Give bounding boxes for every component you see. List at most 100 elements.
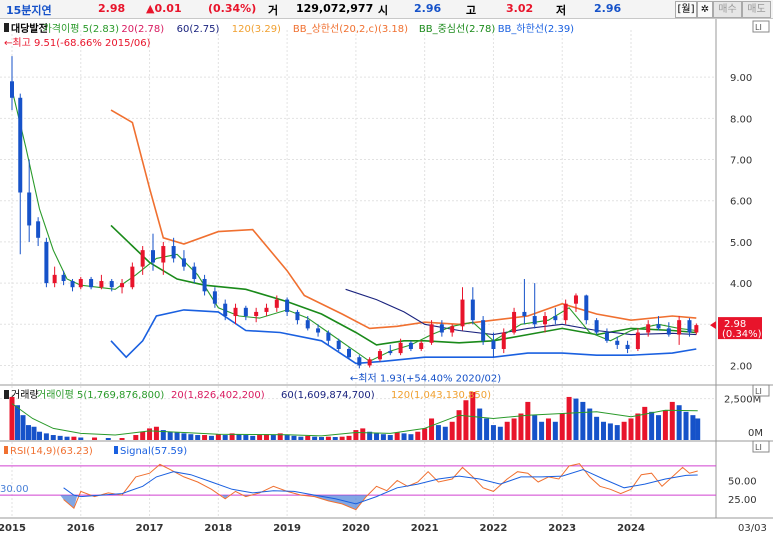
price-legend-item: 대당발전	[11, 22, 48, 35]
price-axis-label: 2.00	[730, 361, 752, 372]
volume-bar	[594, 416, 600, 440]
volume-bar	[367, 431, 373, 440]
price-axis-label: 4.00	[730, 279, 752, 290]
price-axis-label: 6.00	[730, 197, 752, 208]
candle-body	[553, 316, 558, 321]
volume-bar	[140, 431, 146, 440]
candle-body	[27, 192, 32, 226]
low-label: 저	[556, 4, 567, 17]
candle-body	[357, 357, 362, 366]
x-axis-label: 2016	[67, 523, 95, 534]
volume-bar	[160, 430, 166, 440]
volume-bar	[374, 433, 380, 440]
volume-legend-item: 거래량	[11, 389, 39, 401]
volume-bar	[456, 410, 462, 440]
last-price: 2.98	[98, 2, 126, 15]
volume-bar	[270, 435, 276, 440]
candle-body	[44, 241, 49, 284]
volume-bar	[291, 435, 297, 440]
rsi-axis-label: 25.00	[728, 495, 757, 506]
volume-bar	[497, 426, 503, 440]
price-change-pct: (0.34%)	[208, 2, 257, 15]
volume-bar	[229, 433, 235, 440]
legend-marker	[4, 390, 9, 399]
volume-bar	[649, 411, 655, 440]
candle-body	[99, 281, 104, 288]
volume-bar	[545, 418, 551, 440]
candle-body	[130, 266, 135, 288]
candle-body	[687, 320, 692, 333]
volume-axis-label: 0M	[748, 428, 763, 439]
volume-bar	[559, 413, 565, 440]
volume-bar	[346, 435, 352, 440]
open-value: 2.96	[414, 2, 442, 15]
volume-bar	[243, 435, 249, 440]
candle-body	[501, 332, 506, 349]
candle-body	[429, 324, 434, 343]
high-label: 고	[466, 4, 477, 17]
current-price-tag	[718, 317, 762, 340]
price-axis-label: 9.00	[730, 73, 752, 84]
candle-body	[295, 311, 300, 321]
candle-body	[377, 351, 382, 360]
volume-legend-item: 거래이평 5(1,769,876,800)	[37, 389, 164, 401]
panel-corner-label: LI	[755, 443, 762, 452]
price-series-line	[110, 224, 697, 346]
volume-bar	[26, 425, 32, 440]
candle-body	[460, 299, 465, 327]
volume-bar	[64, 436, 70, 440]
legend-marker	[114, 446, 118, 454]
candle-body	[584, 295, 589, 321]
volume-bar	[532, 415, 538, 440]
volume-legend-item: 120(1,043,130,850)	[391, 390, 491, 401]
period-button[interactable]: [월]	[675, 1, 697, 18]
volume-bar	[284, 435, 290, 440]
candle-body	[120, 283, 125, 288]
volume-bar	[539, 421, 545, 440]
candle-body	[450, 326, 455, 333]
x-axis-label: 2015	[0, 523, 26, 534]
buy-button[interactable]: 매수	[713, 1, 742, 18]
volume-bar	[78, 437, 84, 440]
volume-bar	[20, 415, 26, 440]
volume-label: 거	[268, 4, 279, 17]
volume-bar	[167, 431, 173, 440]
legend-marker	[4, 446, 8, 454]
price-axis-label: 7.00	[730, 156, 752, 167]
low-value: 2.96	[594, 2, 622, 15]
volume-bar	[92, 437, 98, 440]
panel-corner-box	[752, 440, 770, 453]
price-change: ▲0.01	[146, 2, 182, 15]
candle-body	[161, 246, 166, 263]
footer-date: 03/03	[738, 523, 767, 534]
candle-body	[254, 311, 259, 317]
volume-bar	[683, 411, 689, 440]
volume-bar	[236, 434, 242, 440]
x-axis-label: 2022	[480, 523, 508, 534]
volume-bar	[353, 430, 359, 440]
sell-button[interactable]: 매도	[742, 1, 771, 18]
candle-body	[243, 307, 248, 317]
candle-body	[594, 320, 599, 333]
gear-icon[interactable]: ✲	[697, 1, 713, 18]
price-legend-item: 60(2.75)	[177, 24, 220, 35]
volume-bar	[490, 425, 496, 440]
candle-body	[347, 348, 352, 358]
volume-bar	[401, 433, 407, 440]
volume-bar	[332, 437, 338, 440]
x-axis-label: 2018	[204, 523, 232, 534]
candle-body	[89, 278, 94, 288]
price-legend-item: BB_중심선(2.78)	[419, 23, 495, 35]
rsi-legend-item: Signal(57.59)	[120, 446, 187, 457]
max-price-note: ←최고 9.51(-68.66% 2015/06)	[4, 37, 151, 49]
price-legend-item: 120(3.29)	[232, 24, 281, 35]
candle-body	[512, 311, 517, 333]
candle-body	[274, 299, 279, 308]
volume-bar	[147, 428, 153, 440]
volume-bar	[174, 432, 180, 440]
volume-bar	[676, 405, 682, 440]
x-axis-label: 2021	[411, 523, 439, 534]
candle-body	[694, 325, 699, 333]
candle-body	[481, 320, 486, 341]
